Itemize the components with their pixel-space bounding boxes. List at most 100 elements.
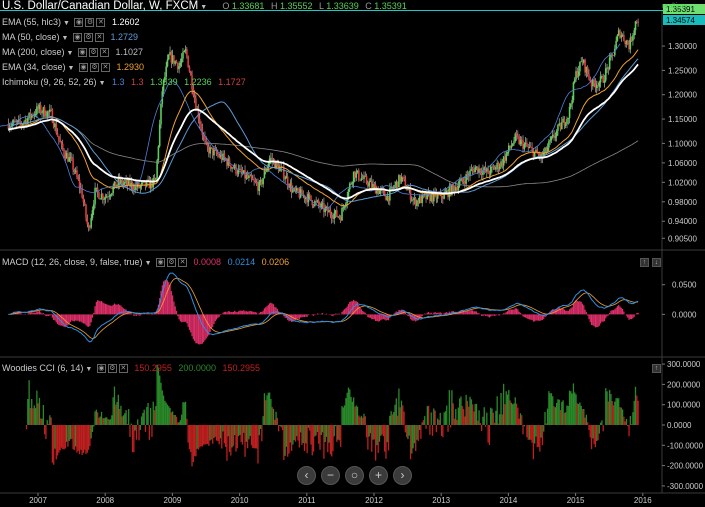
candle-body xyxy=(11,123,14,126)
symbol-title[interactable]: U.S. Dollar/Canadian Dollar, W, FXCM xyxy=(2,0,199,12)
candle-body xyxy=(595,85,598,89)
candle-body xyxy=(257,183,259,191)
candle-body xyxy=(361,177,364,179)
close-icon[interactable]: ✕ xyxy=(96,18,106,28)
candle-body xyxy=(438,194,440,196)
indicator-label[interactable]: EMA (55, hlc3) xyxy=(2,17,62,27)
eye-icon[interactable]: ◉ xyxy=(78,63,88,73)
prev-price-badge xyxy=(663,15,705,25)
candle-body xyxy=(577,71,580,77)
candle-body xyxy=(301,189,303,196)
candle-body xyxy=(414,198,417,207)
candle-body xyxy=(223,153,226,159)
high-label: H xyxy=(270,1,278,11)
candle-body xyxy=(187,55,189,68)
indicator-ma50[interactable]: MA (50, close) ▼ ◉ ⚙ ✕ 1.2729 xyxy=(2,31,138,43)
zoom-out-button[interactable]: − xyxy=(321,466,340,485)
eye-icon[interactable]: ◉ xyxy=(77,48,87,58)
candle-body xyxy=(249,175,252,177)
indicator-ma200[interactable]: MA (200, close) ▼ ◉ ⚙ ✕ 1.1027 xyxy=(2,46,143,58)
eye-icon[interactable]: ◉ xyxy=(74,18,84,28)
indicator-label[interactable]: MACD (12, 26, close, 9, false, true) xyxy=(2,257,143,267)
candle-body xyxy=(46,111,49,117)
candle-body xyxy=(629,37,632,50)
gear-icon[interactable]: ⚙ xyxy=(107,364,117,374)
gear-icon[interactable]: ⚙ xyxy=(85,18,95,28)
candle-body xyxy=(601,76,603,78)
candle-body xyxy=(73,169,76,172)
candle-body xyxy=(246,175,249,179)
indicator-label[interactable]: MA (50, close) xyxy=(2,32,60,42)
pane-maximize-icon[interactable]: ↑ xyxy=(640,258,649,267)
reset-zoom-button[interactable]: ○ xyxy=(345,466,364,485)
chevron-down-icon[interactable]: ▼ xyxy=(66,50,74,57)
close-icon[interactable]: ✕ xyxy=(100,63,110,73)
candle-body xyxy=(76,170,78,178)
candle-body xyxy=(387,195,390,201)
candle-body xyxy=(633,30,636,36)
pane-move-down-icon[interactable]: ↓ xyxy=(652,258,661,267)
candle-body xyxy=(235,164,237,174)
candle-body xyxy=(180,58,183,63)
candle-body xyxy=(567,117,570,120)
candle-body xyxy=(34,114,37,116)
eye-icon[interactable]: ◉ xyxy=(72,33,82,43)
scroll-right-button[interactable]: › xyxy=(393,466,412,485)
candle-body xyxy=(103,199,105,200)
last-price-badge xyxy=(663,4,705,14)
candle-body xyxy=(582,59,585,63)
chevron-down-icon[interactable]: ▼ xyxy=(200,4,208,11)
macd-value: 0.0008 xyxy=(193,257,222,267)
indicator-ichimoku[interactable]: Ichimoku (9, 26, 52, 26) ▼ 1.3 1.3 1.3539… xyxy=(2,76,246,88)
candle-body xyxy=(449,185,452,196)
pane-move-up-icon[interactable]: ↑ xyxy=(652,364,661,373)
eye-icon[interactable]: ◉ xyxy=(96,364,106,374)
close-icon[interactable]: ✕ xyxy=(94,33,104,43)
chevron-down-icon[interactable]: ▼ xyxy=(85,366,93,373)
gear-icon[interactable]: ⚙ xyxy=(83,33,93,43)
candle-body xyxy=(286,176,289,186)
indicator-ema34[interactable]: EMA (34, close) ▼ ◉ ⚙ ✕ 1.2930 xyxy=(2,61,144,73)
gear-icon[interactable]: ⚙ xyxy=(89,63,99,73)
candle-body xyxy=(488,173,491,175)
candle-body xyxy=(20,123,23,126)
candle-body xyxy=(500,161,502,167)
chevron-down-icon[interactable]: ▼ xyxy=(63,20,70,27)
candle-body xyxy=(47,111,50,113)
candle-body xyxy=(445,190,448,192)
indicator-label[interactable]: Woodies CCI (6, 14) xyxy=(2,363,84,373)
candle-body xyxy=(21,124,24,126)
zoom-in-button[interactable]: + xyxy=(369,466,388,485)
chevron-down-icon[interactable]: ▼ xyxy=(67,65,75,72)
close-icon[interactable]: ✕ xyxy=(118,364,128,374)
candle-body xyxy=(250,175,253,179)
close-icon[interactable]: ✕ xyxy=(99,48,109,58)
candle-body xyxy=(386,195,389,201)
candle-body xyxy=(273,160,276,169)
candle-body xyxy=(289,183,292,189)
candle-body xyxy=(378,190,381,194)
gear-icon[interactable]: ⚙ xyxy=(88,48,98,58)
indicator-label[interactable]: EMA (34, close) xyxy=(2,62,66,72)
indicator-macd[interactable]: MACD (12, 26, close, 9, false, true) ▼ ◉ ⚙… xyxy=(2,256,289,268)
candle-body xyxy=(347,189,350,198)
close-icon[interactable]: ✕ xyxy=(178,258,188,268)
chevron-down-icon[interactable]: ▼ xyxy=(61,35,69,42)
candle-body xyxy=(515,133,518,136)
indicator-ema55[interactable]: EMA (55, hlc3) ▼ ◉ ⚙ ✕ 1.2602 xyxy=(2,16,140,28)
candle-body xyxy=(568,107,571,118)
candle-body xyxy=(634,21,637,31)
symbol-header[interactable]: U.S. Dollar/Canadian Dollar, W, FXCM ▼ O … xyxy=(2,0,407,12)
chevron-down-icon[interactable]: ▼ xyxy=(144,260,152,267)
candle-body xyxy=(295,188,298,191)
candle-body xyxy=(572,82,575,101)
indicator-label[interactable]: MA (200, close) xyxy=(2,47,65,57)
eye-icon[interactable]: ◉ xyxy=(156,258,166,268)
gear-icon[interactable]: ⚙ xyxy=(167,258,177,268)
indicator-label[interactable]: Ichimoku (9, 26, 52, 26) xyxy=(2,77,97,87)
indicator-cci[interactable]: Woodies CCI (6, 14) ▼ ◉ ⚙ ✕ 150.2955 200.00… xyxy=(2,362,260,374)
scroll-left-button[interactable]: ‹ xyxy=(297,466,316,485)
candle-body xyxy=(480,172,483,175)
chevron-down-icon[interactable]: ▼ xyxy=(98,80,106,87)
